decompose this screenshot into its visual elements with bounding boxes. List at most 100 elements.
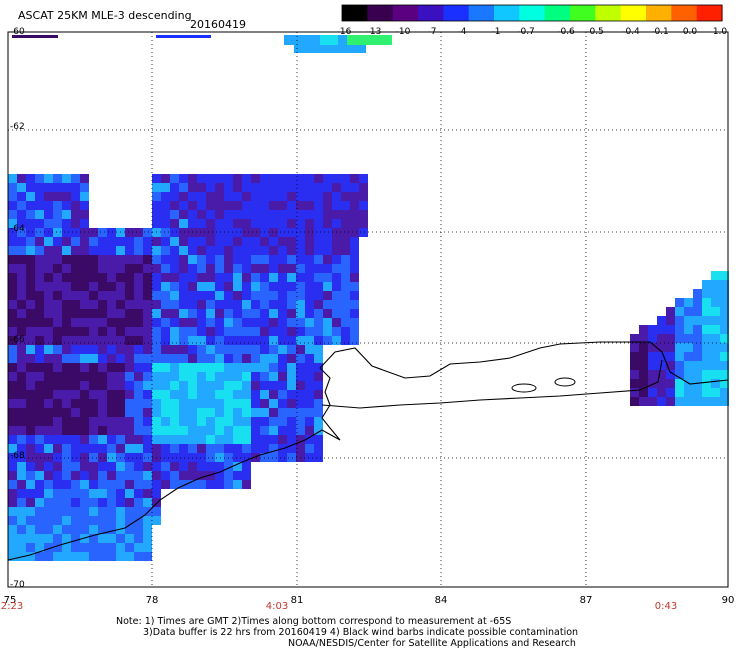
swath-pixel: [197, 399, 206, 408]
swath-pixel: [278, 363, 287, 372]
swath-pixel: [215, 354, 224, 363]
swath-pixel: [98, 480, 107, 489]
swath-pixel: [179, 192, 188, 201]
swath-pixel: [359, 219, 368, 228]
swath-pixel: [278, 282, 287, 291]
swath-pixel: [233, 210, 242, 219]
swath-pixel: [206, 192, 215, 201]
swath-pixel: [350, 273, 359, 282]
swath-pixel: [116, 552, 125, 561]
swath-pixel: [89, 417, 98, 426]
swath-pixel: [89, 471, 98, 480]
swath-pixel: [161, 336, 170, 345]
swath-pixel: [720, 370, 729, 379]
swath-pixel: [71, 174, 80, 183]
swath-pixel: [188, 327, 197, 336]
swath-pixel: [350, 336, 359, 345]
swath-pixel: [314, 354, 323, 363]
swath-pixel: [116, 354, 125, 363]
swath-pixel: [260, 363, 269, 372]
swath-pixel: [269, 282, 278, 291]
swath-pixel: [161, 264, 170, 273]
swath-pixel: [107, 273, 116, 282]
swath-pixel: [62, 534, 71, 543]
swath-pixel: [278, 246, 287, 255]
swath-pixel: [125, 471, 134, 480]
swath-pixel: [648, 397, 657, 406]
swath-pixel: [134, 516, 143, 525]
swath-pixel: [188, 174, 197, 183]
swath-pixel: [693, 307, 702, 316]
swath-pixel: [35, 516, 44, 525]
swath-pixel: [206, 408, 215, 417]
swath-pixel: [53, 507, 62, 516]
swath-pixel: [89, 264, 98, 273]
swath-pixel: [197, 219, 206, 228]
swath-pixel: [17, 219, 26, 228]
swath-pixel: [329, 35, 338, 45]
swath-pixel: [296, 444, 305, 453]
swath-pixel: [224, 327, 233, 336]
swath-pixel: [17, 489, 26, 498]
swath-pixel: [8, 453, 17, 462]
swath-pixel: [26, 462, 35, 471]
swath-pixel: [260, 336, 269, 345]
swath-pixel: [53, 345, 62, 354]
swath-pixel: [71, 264, 80, 273]
swath-pixel: [323, 219, 332, 228]
swath-pixel: [260, 399, 269, 408]
swath-pixel: [35, 174, 44, 183]
time-label: 4:03: [265, 601, 289, 612]
swath-pixel: [720, 271, 729, 280]
swath-pixel: [89, 363, 98, 372]
time-label: 0:43: [654, 601, 678, 612]
swath-pixel: [125, 525, 134, 534]
swath-pixel: [26, 255, 35, 264]
swath-pixel: [170, 210, 179, 219]
data-swaths: [8, 35, 729, 561]
swath-pixel: [98, 498, 107, 507]
swath-pixel: [260, 246, 269, 255]
swath-pixel: [296, 291, 305, 300]
swath-pixel: [44, 552, 53, 561]
swath-pixel: [332, 210, 341, 219]
swath-pixel: [116, 228, 125, 237]
swath-pixel: [332, 273, 341, 282]
swath-pixel: [71, 444, 80, 453]
swath-pixel: [251, 273, 260, 282]
colorbar-label: -16: [336, 27, 352, 37]
swath-pixel: [71, 336, 80, 345]
swath-pixel: [89, 246, 98, 255]
swath-pixel: [17, 498, 26, 507]
swath-pixel: [26, 300, 35, 309]
swath-pixel: [17, 444, 26, 453]
swath-pixel: [152, 300, 161, 309]
colorbar-label: -1: [491, 27, 501, 37]
swath-pixel: [17, 408, 26, 417]
swath-pixel: [44, 255, 53, 264]
swath-pixel: [116, 498, 125, 507]
swath-pixel: [293, 35, 302, 45]
swath-pixel: [720, 334, 729, 343]
swath-pixel: [134, 318, 143, 327]
swath-pixel: [359, 183, 368, 192]
swath-pixel: [224, 480, 233, 489]
swath-pixel: [152, 264, 161, 273]
swath-pixel: [80, 327, 89, 336]
swath-pixel: [197, 444, 206, 453]
swath-pixel: [630, 352, 639, 361]
swath-pixel: [116, 345, 125, 354]
swath-pixel: [62, 390, 71, 399]
swath-pixel: [242, 480, 251, 489]
swath-pixel: [242, 471, 251, 480]
swath-pixel: [206, 426, 215, 435]
swath-pixel: [284, 35, 293, 45]
swath-pixel: [53, 390, 62, 399]
swath-pixel: [170, 219, 179, 228]
swath-pixel: [720, 316, 729, 325]
legend-swatch: [12, 35, 58, 38]
swath-pixel: [35, 183, 44, 192]
swath-pixel: [188, 183, 197, 192]
swath-pixel: [35, 192, 44, 201]
swath-pixel: [188, 309, 197, 318]
